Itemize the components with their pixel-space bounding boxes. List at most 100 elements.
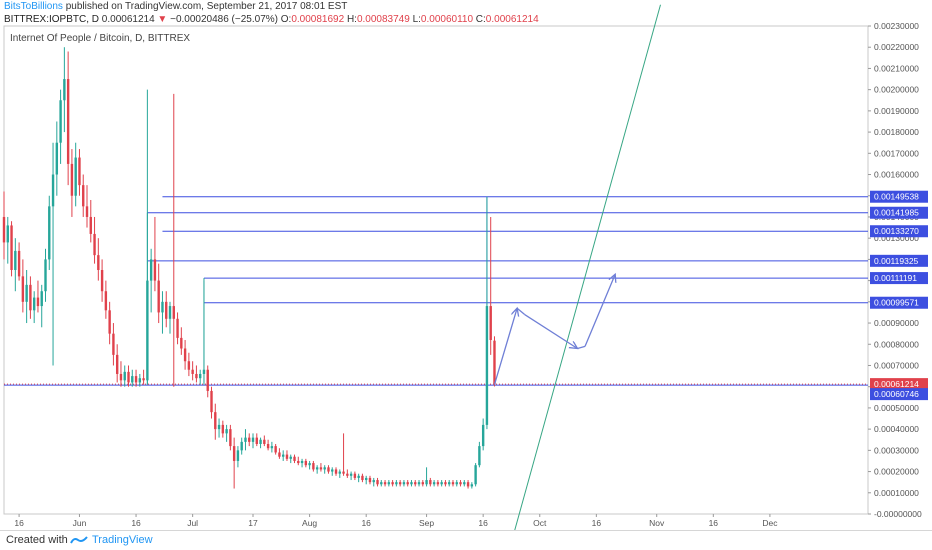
open-label: O: xyxy=(280,14,292,25)
candle-body xyxy=(51,174,55,207)
candle-body xyxy=(244,437,247,442)
candle-body xyxy=(115,354,119,374)
candle-body xyxy=(448,482,451,485)
candle-body xyxy=(474,465,477,485)
y-tick-label: 0.00170000 xyxy=(874,148,919,158)
symbol-name: BITTREX:IOPBTC, D xyxy=(4,14,100,25)
candle-body xyxy=(82,185,85,207)
y-tick-label: 0.00080000 xyxy=(874,339,919,349)
candle-body xyxy=(93,233,96,256)
publish-header: BitsToBillions published on TradingView.… xyxy=(4,1,347,12)
candle-body xyxy=(142,378,145,381)
candle-body xyxy=(232,446,236,461)
candle-body xyxy=(55,142,59,175)
candle-body xyxy=(236,450,240,461)
candle-body xyxy=(59,100,62,143)
projection-arrow xyxy=(584,274,615,347)
candle-body xyxy=(402,482,406,485)
candle-body xyxy=(470,484,474,487)
candle-body xyxy=(380,482,383,485)
x-tick-label: Nov xyxy=(649,518,665,528)
x-tick-label: 17 xyxy=(248,518,258,528)
candle-body xyxy=(417,482,421,485)
y-tick-label: 0.00220000 xyxy=(874,42,919,52)
created-with-label: Created with xyxy=(6,534,68,546)
low-value: 0.00060110 xyxy=(420,14,474,25)
candle-body xyxy=(108,310,111,334)
candle-body xyxy=(346,473,349,476)
candle-body xyxy=(119,373,123,381)
y-tick-label: 0.00070000 xyxy=(874,360,919,370)
y-tick-label: 0.00180000 xyxy=(874,127,919,137)
x-tick-label: 16 xyxy=(131,518,141,528)
candle-body xyxy=(259,439,262,444)
candle-body xyxy=(29,284,32,311)
candle-body xyxy=(214,412,217,430)
price-chart[interactable]: Internet Of People / Bitcoin, D, BITTREX… xyxy=(0,0,932,530)
candle-body xyxy=(361,475,364,481)
candle-body xyxy=(421,482,424,485)
candle-body xyxy=(248,437,251,442)
candle-body xyxy=(21,276,25,302)
x-tick-label: 16 xyxy=(592,518,602,528)
y-tick-label: 0.00130000 xyxy=(874,233,919,243)
price-label-box xyxy=(870,254,928,267)
price-label-text: 0.00111191 xyxy=(874,273,917,283)
candle-body xyxy=(14,250,17,270)
candle-body xyxy=(410,482,413,485)
candle-body xyxy=(368,477,372,483)
chart-title: Internet Of People / Bitcoin, D, BITTREX xyxy=(10,33,190,44)
candle-body xyxy=(161,301,164,313)
candle-body xyxy=(210,390,213,413)
price-label-text: 0.00099571 xyxy=(874,298,919,308)
candle-body xyxy=(172,306,175,319)
candle-body xyxy=(263,439,266,444)
candle-body xyxy=(319,467,323,470)
candle-body xyxy=(266,443,270,449)
candle-body xyxy=(127,371,130,383)
candle-body xyxy=(183,348,187,362)
candle-body xyxy=(304,460,308,466)
candle-body xyxy=(131,376,134,383)
price-label-text: 0.00133270 xyxy=(874,226,919,236)
candle-body xyxy=(251,437,255,442)
price-label-text: 0.00060746 xyxy=(874,389,919,399)
candle-body xyxy=(191,369,194,374)
candle-body xyxy=(451,482,455,485)
trend-line xyxy=(514,4,661,530)
author-link[interactable]: BitsToBillions xyxy=(4,1,63,12)
candle-body xyxy=(432,482,436,485)
candle-body xyxy=(104,291,108,311)
price-change: −0.00020486 (−25.07%) xyxy=(170,14,278,25)
candle-body xyxy=(100,270,104,292)
candle-body xyxy=(149,259,153,281)
candle-body xyxy=(70,163,74,196)
candle-body xyxy=(485,306,489,425)
close-value: 0.00061214 xyxy=(485,14,539,25)
candle-body xyxy=(6,225,9,243)
candle-body xyxy=(308,463,311,466)
candle-body xyxy=(10,225,13,270)
candle-body xyxy=(383,482,387,485)
candle-body xyxy=(398,482,402,485)
y-tick-label: 0.00050000 xyxy=(874,403,919,413)
candle-body xyxy=(112,333,115,355)
triangle-down-icon: ▼ xyxy=(157,14,168,25)
projection-segment xyxy=(577,345,586,350)
candle-body xyxy=(74,157,77,196)
candle-body xyxy=(66,79,70,164)
footer: Created with TradingView xyxy=(0,530,932,550)
candle-body xyxy=(297,460,300,464)
candle-body xyxy=(478,446,481,466)
candle-body xyxy=(217,424,221,430)
candle-body xyxy=(146,280,149,381)
candle-body xyxy=(481,424,485,447)
candle-body xyxy=(463,482,466,485)
tradingview-brand-link[interactable]: TradingView xyxy=(92,534,153,546)
candle-body xyxy=(357,475,360,478)
candle-body xyxy=(206,369,209,391)
candle-body xyxy=(493,340,496,385)
x-tick-label: Oct xyxy=(533,518,547,528)
candle-body xyxy=(391,482,394,485)
candle-body xyxy=(255,437,258,444)
